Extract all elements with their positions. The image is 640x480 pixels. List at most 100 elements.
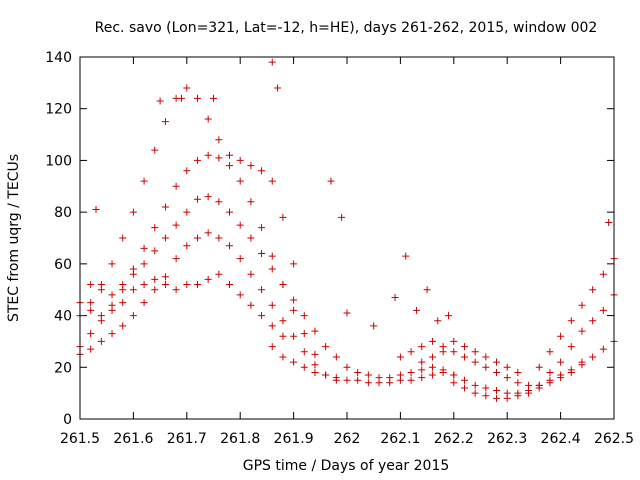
data-point	[338, 213, 346, 221]
data-point	[444, 312, 452, 320]
data-point	[407, 348, 415, 356]
data-point	[525, 389, 533, 397]
y-tick-label: 60	[54, 257, 72, 273]
data-point	[557, 358, 565, 366]
data-point	[450, 337, 458, 345]
data-point	[300, 330, 308, 338]
data-point	[151, 286, 159, 294]
data-point	[482, 353, 490, 361]
data-point	[364, 379, 372, 387]
data-point	[274, 84, 282, 92]
x-tick-label: 262.2	[434, 431, 474, 447]
data-point	[258, 286, 266, 294]
data-point	[589, 317, 597, 325]
data-point	[578, 301, 586, 309]
data-point	[156, 97, 164, 105]
series-sat-l	[546, 291, 618, 376]
data-point	[268, 265, 276, 273]
data-point	[396, 371, 404, 379]
data-point	[119, 234, 127, 242]
data-point	[119, 299, 127, 307]
data-point	[247, 301, 255, 309]
data-point	[482, 392, 490, 400]
data-point	[97, 337, 105, 345]
data-point	[439, 348, 447, 356]
data-point	[471, 348, 479, 356]
data-point	[215, 198, 223, 206]
series-sat-f	[268, 343, 458, 387]
data-point	[332, 353, 340, 361]
data-point	[215, 270, 223, 278]
data-point	[396, 353, 404, 361]
data-point	[161, 273, 169, 281]
data-point	[290, 358, 298, 366]
data-point	[279, 281, 287, 289]
data-point	[236, 291, 244, 299]
data-point	[172, 255, 180, 263]
data-point	[354, 368, 362, 376]
data-point	[204, 115, 212, 123]
data-point	[546, 379, 554, 387]
data-point	[97, 312, 105, 320]
data-point	[193, 195, 201, 203]
data-point	[407, 368, 415, 376]
data-point	[407, 376, 415, 384]
data-point	[567, 317, 575, 325]
series-sat-d	[76, 270, 287, 340]
data-point	[129, 286, 137, 294]
data-point	[428, 337, 436, 345]
data-point	[268, 322, 276, 330]
data-point	[471, 381, 479, 389]
data-point	[87, 345, 95, 353]
data-point	[119, 322, 127, 330]
data-point	[503, 394, 511, 402]
data-point	[129, 270, 137, 278]
data-point	[226, 281, 234, 289]
data-point	[578, 361, 586, 369]
data-point	[87, 330, 95, 338]
data-point	[268, 252, 276, 260]
series-sat-b	[76, 151, 319, 358]
data-point	[151, 275, 159, 283]
x-tick-label: 262.5	[594, 431, 634, 447]
series-outliers	[92, 58, 613, 330]
data-point	[247, 270, 255, 278]
data-point	[108, 306, 116, 314]
data-point	[332, 374, 340, 382]
data-point	[460, 343, 468, 351]
data-point	[183, 242, 191, 250]
data-point	[503, 363, 511, 371]
data-point	[599, 345, 607, 353]
data-point	[129, 312, 137, 320]
data-point	[226, 151, 234, 159]
data-point	[193, 94, 201, 102]
data-point	[460, 353, 468, 361]
data-point	[236, 221, 244, 229]
data-point	[290, 306, 298, 314]
x-axis-label: GPS time / Days of year 2015	[243, 458, 450, 474]
data-point	[215, 234, 223, 242]
plot-frame	[79, 56, 615, 420]
data-point	[140, 281, 148, 289]
data-point	[322, 371, 330, 379]
data-point	[418, 374, 426, 382]
data-point	[226, 242, 234, 250]
data-point	[108, 291, 116, 299]
data-point	[514, 368, 522, 376]
data-point	[129, 208, 137, 216]
data-point	[183, 167, 191, 175]
data-point	[183, 281, 191, 289]
data-point	[140, 299, 148, 307]
data-point	[514, 379, 522, 387]
data-point	[268, 58, 276, 66]
data-point	[514, 392, 522, 400]
data-point	[87, 306, 95, 314]
y-tick-label: 0	[63, 412, 72, 428]
data-point	[236, 255, 244, 263]
data-point	[428, 371, 436, 379]
data-point	[546, 368, 554, 376]
data-point	[161, 234, 169, 242]
y-tick-label: 40	[54, 309, 72, 325]
data-point	[605, 218, 613, 226]
